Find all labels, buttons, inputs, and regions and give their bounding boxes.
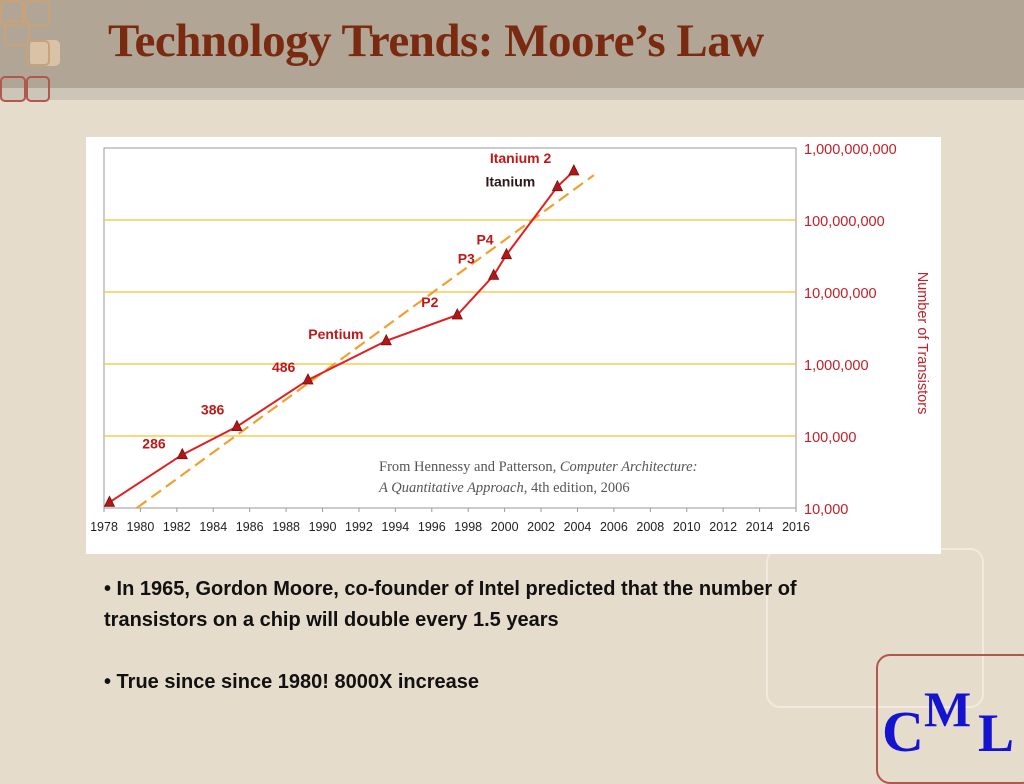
x-tick-label: 2004 xyxy=(564,520,592,534)
x-tick-label: 1984 xyxy=(199,520,227,534)
series-line xyxy=(108,170,575,504)
data-point-marker xyxy=(488,268,500,280)
x-tick-label: 2000 xyxy=(491,520,519,534)
decor-square xyxy=(26,40,50,66)
logo-letter-l: L xyxy=(978,703,1015,763)
data-point-marker xyxy=(551,179,564,192)
x-tick-label: 1996 xyxy=(418,520,446,534)
x-tick-label: 1994 xyxy=(381,520,409,534)
x-tick-label: 1988 xyxy=(272,520,300,534)
bullet-item: • In 1965, Gordon Moore, co-founder of I… xyxy=(104,578,797,631)
x-tick-label: 2014 xyxy=(746,520,774,534)
logo-letter-m: M xyxy=(924,681,972,737)
y-tick-label: 1,000,000,000 xyxy=(804,142,897,158)
y-tick-label: 100,000,000 xyxy=(804,214,885,230)
slide-title: Technology Trends: Moore’s Law xyxy=(108,15,764,67)
x-tick-label: 1998 xyxy=(454,520,482,534)
x-tick-label: 2002 xyxy=(527,520,555,534)
data-point-marker xyxy=(231,419,243,432)
data-point-marker xyxy=(568,164,580,176)
x-tick-label: 2006 xyxy=(600,520,628,534)
cml-logo: C M L xyxy=(882,680,1024,768)
source-suffix: , 4th edition, 2006 xyxy=(523,480,630,496)
point-label-386: 386 xyxy=(201,402,225,418)
source-note: From Hennessy and Patterson, Computer Ar… xyxy=(379,457,697,499)
decor-square xyxy=(26,76,50,102)
point-label-pentium: Pentium xyxy=(308,326,363,342)
x-tick-label: 1978 xyxy=(90,520,118,534)
data-point-marker xyxy=(103,495,116,507)
source-italic-1: Computer Architecture: xyxy=(559,459,698,475)
point-label-p4: P4 xyxy=(476,232,493,248)
y-tick-label: 10,000 xyxy=(804,502,848,518)
point-label-486: 486 xyxy=(272,359,296,375)
chart-svg: 10,000 100,000 1,000,000 10,000,000 100,000,… xyxy=(90,142,930,534)
x-tick-label: 2010 xyxy=(673,520,701,534)
data-point-marker xyxy=(500,247,513,260)
data-point-marker xyxy=(302,373,314,385)
x-tick-label: 1980 xyxy=(127,520,155,534)
point-label-itanium-2: Itanium 2 xyxy=(490,150,552,166)
logo-letter-c: C xyxy=(882,699,924,764)
data-point-marker xyxy=(380,333,392,346)
data-point-marker xyxy=(176,447,188,460)
x-tick-label: 1990 xyxy=(309,520,337,534)
source-italic-2: A Quantitative Approach xyxy=(379,480,524,496)
title-bar-underline xyxy=(0,88,1024,100)
y-tick-label: 100,000 xyxy=(804,430,856,446)
decor-square xyxy=(0,76,26,102)
plot-frame xyxy=(103,147,797,509)
x-tick-label: 1982 xyxy=(163,520,191,534)
y-tick-label: 10,000,000 xyxy=(804,286,877,302)
moores-law-chart: 10,000 100,000 1,000,000 10,000,000 100,000,… xyxy=(86,137,941,554)
x-tick-label: 2012 xyxy=(709,520,737,534)
x-tick-label: 2008 xyxy=(636,520,664,534)
point-label-itanium: Itanium xyxy=(485,174,535,190)
decor-square xyxy=(24,0,50,26)
title-bar xyxy=(0,0,1024,88)
decor-square xyxy=(0,0,24,26)
y-tick-label: 1,000,000 xyxy=(804,358,869,374)
x-tick-label: 2016 xyxy=(782,520,810,534)
source-prefix: From Hennessy and Patterson, xyxy=(379,459,560,475)
point-label-286: 286 xyxy=(142,436,166,452)
x-tick-label: 1992 xyxy=(345,520,373,534)
x-tick-label: 1986 xyxy=(236,520,264,534)
decor-square xyxy=(4,20,30,46)
point-label-p3: P3 xyxy=(458,250,475,266)
y-axis-label: Number of Transistors xyxy=(914,272,930,415)
bullet-item: • True since since 1980! 8000X increase xyxy=(104,671,480,693)
trend-line xyxy=(136,174,595,509)
bullet-list: • In 1965, Gordon Moore, co-founder of I… xyxy=(104,574,884,698)
point-label-p2: P2 xyxy=(421,294,438,310)
data-point-marker xyxy=(451,308,463,320)
